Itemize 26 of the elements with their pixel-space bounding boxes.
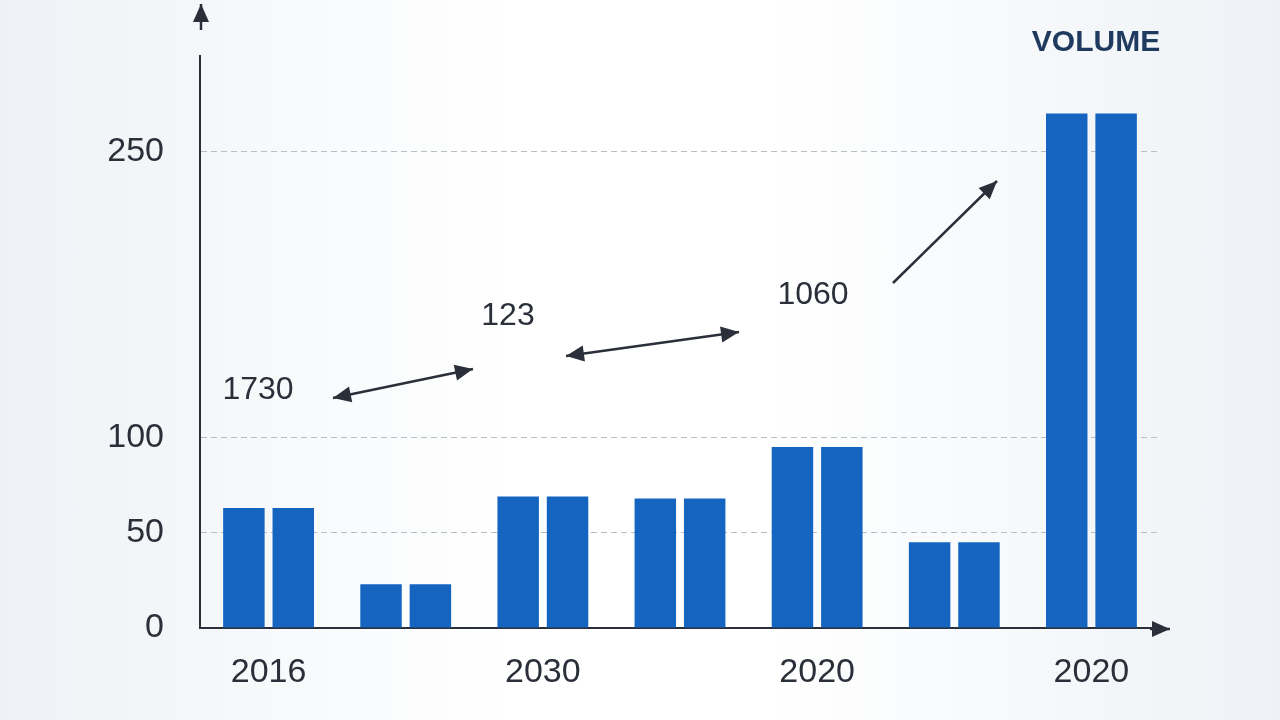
bar: [546, 496, 589, 628]
bar: [1046, 113, 1088, 628]
bar: [1095, 113, 1137, 628]
x-tick-label: 2016: [230, 650, 307, 689]
annotation: 123: [481, 295, 535, 333]
bar: [958, 542, 1000, 628]
bar: [683, 498, 726, 628]
bar: [272, 507, 314, 628]
y-tick-label: 100: [107, 415, 164, 454]
bar: [634, 498, 677, 628]
annotation: 1730: [222, 369, 294, 407]
annotation: 1060: [777, 274, 849, 312]
x-tick-label: 2020: [1053, 650, 1130, 689]
y-tick-label: 0: [145, 606, 164, 645]
x-tick-label: 2020: [779, 650, 855, 689]
bar: [821, 446, 863, 628]
y-tick-label: 50: [126, 511, 164, 550]
chart-title: VOLUME: [1031, 24, 1161, 58]
x-tick-label: 2030: [505, 650, 581, 689]
bar: [497, 496, 539, 628]
y-tick-label: 250: [107, 130, 164, 169]
bar: [360, 584, 402, 628]
bar: [908, 542, 951, 628]
bar: [771, 446, 814, 628]
bar: [409, 584, 452, 628]
bar: [223, 507, 265, 628]
